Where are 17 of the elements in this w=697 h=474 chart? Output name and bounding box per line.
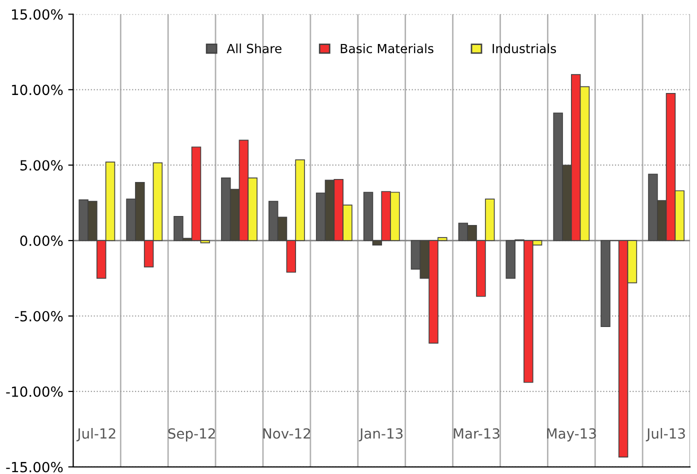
x-tick-label: Jul-12 — [76, 428, 116, 442]
x-tick-label: Jul-13 — [646, 428, 685, 442]
y-tick-label: 5.00% — [20, 160, 63, 171]
x-tick-label: Nov-12 — [263, 428, 310, 439]
y-tick-label: 0.00% — [20, 236, 63, 246]
x-tick-label: Jan-13 — [358, 428, 403, 442]
y-tick-label: 15.00% — [12, 9, 63, 20]
legend-label: Basic Materials — [340, 44, 434, 54]
y-tick-label: -10.00% — [6, 386, 63, 397]
x-tick-label: May-13 — [547, 428, 596, 442]
y-tick-label: 10.00% — [12, 84, 63, 96]
x-tick-label: Mar-13 — [454, 428, 500, 439]
y-tick-label: -15.00% — [6, 462, 63, 472]
y-tick-label: -5.00% — [15, 310, 63, 322]
legend-label: Industrials — [492, 44, 556, 54]
x-tick-label: Sep-12 — [168, 428, 215, 442]
legend-label: All Share — [226, 44, 282, 54]
